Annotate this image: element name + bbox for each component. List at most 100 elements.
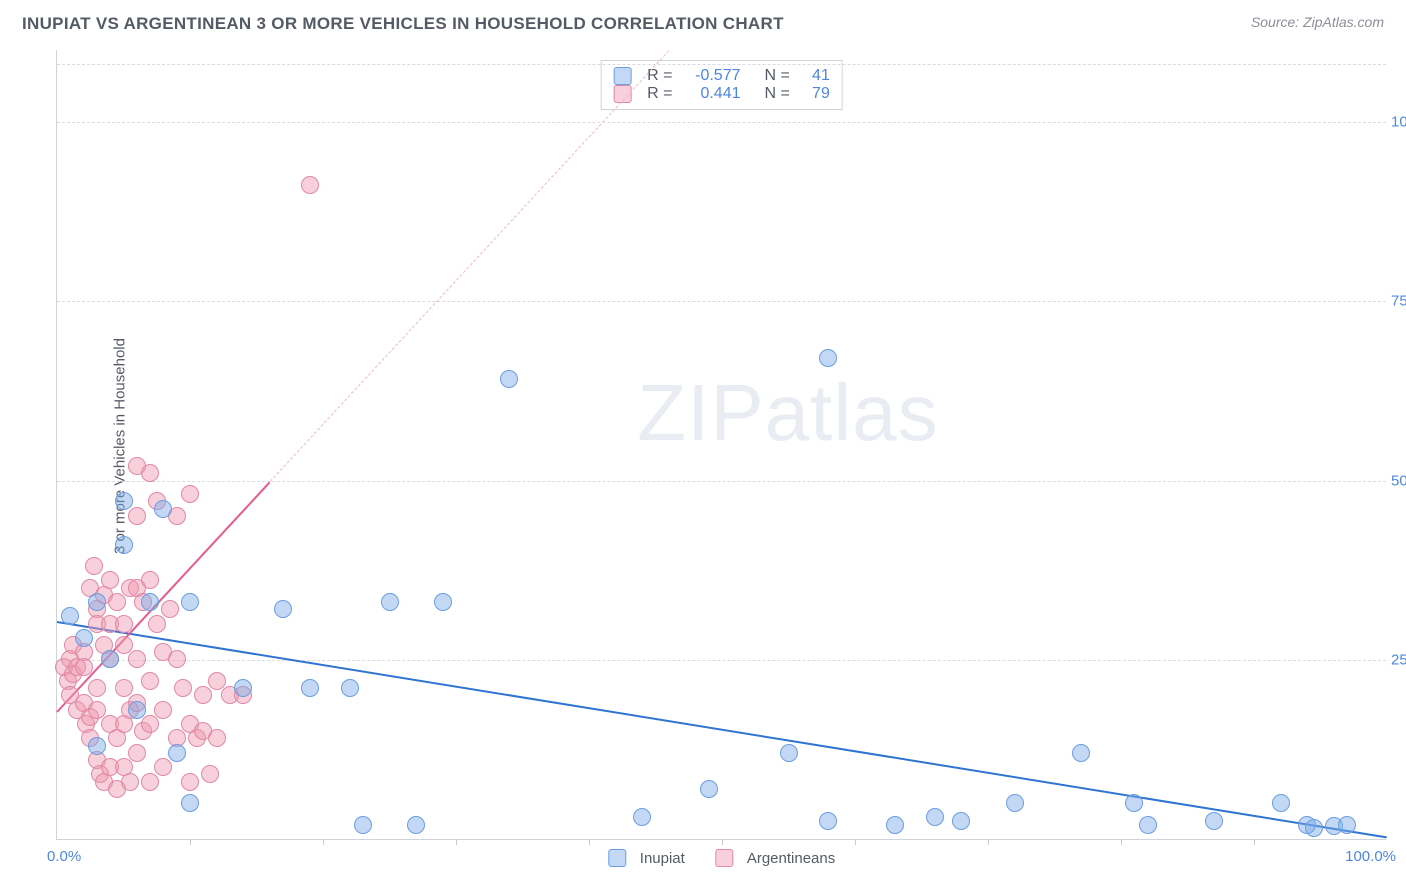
series-legend: Inupiat Argentineans (608, 849, 835, 867)
swatch-icon (608, 849, 626, 867)
x-minor-tick (855, 839, 856, 845)
data-point (141, 571, 159, 589)
data-point (174, 679, 192, 697)
data-point (886, 816, 904, 834)
swatch-icon (715, 849, 733, 867)
source-credit: Source: ZipAtlas.com (1251, 14, 1384, 30)
data-point (1006, 794, 1024, 812)
gridline (57, 301, 1386, 302)
n-value: 41 (800, 67, 830, 85)
n-label: N = (765, 67, 790, 85)
legend-label: Argentineans (747, 850, 835, 867)
data-point (115, 492, 133, 510)
data-point (121, 773, 139, 791)
swatch-icon (613, 67, 631, 85)
data-point (128, 507, 146, 525)
data-point (181, 773, 199, 791)
watermark-atlas: atlas (765, 368, 939, 457)
data-point (1338, 816, 1356, 834)
data-point (141, 773, 159, 791)
data-point (819, 349, 837, 367)
r-value: 0.441 (683, 85, 741, 103)
data-point (700, 780, 718, 798)
y-tick-label: 25.0% (1391, 652, 1406, 669)
data-point (148, 615, 166, 633)
data-point (141, 464, 159, 482)
data-point (780, 744, 798, 762)
gridline (57, 122, 1386, 123)
data-point (75, 629, 93, 647)
y-tick-label: 100.0% (1391, 113, 1406, 130)
legend-item: Inupiat (608, 849, 685, 867)
x-minor-tick (589, 839, 590, 845)
data-point (75, 658, 93, 676)
x-minor-tick (456, 839, 457, 845)
n-value: 79 (800, 85, 830, 103)
data-point (88, 593, 106, 611)
x-tick-max: 100.0% (1345, 848, 1396, 865)
data-point (208, 672, 226, 690)
data-point (141, 672, 159, 690)
data-point (115, 636, 133, 654)
data-point (1072, 744, 1090, 762)
data-point (407, 816, 425, 834)
data-point (1272, 794, 1290, 812)
data-point (101, 650, 119, 668)
data-point (1125, 794, 1143, 812)
data-point (154, 500, 172, 518)
data-point (108, 593, 126, 611)
gridline (57, 481, 1386, 482)
data-point (115, 536, 133, 554)
x-minor-tick (323, 839, 324, 845)
data-point (274, 600, 292, 618)
x-minor-tick (1254, 839, 1255, 845)
data-point (301, 679, 319, 697)
watermark: ZIPatlas (637, 367, 938, 459)
title-bar: INUPIAT VS ARGENTINEAN 3 OR MORE VEHICLE… (22, 14, 1384, 40)
n-label: N = (765, 85, 790, 103)
gridline (57, 660, 1386, 661)
data-point (154, 758, 172, 776)
trend-line (57, 621, 1387, 838)
data-point (168, 650, 186, 668)
legend-label: Inupiat (640, 850, 685, 867)
data-point (208, 729, 226, 747)
chart-title: INUPIAT VS ARGENTINEAN 3 OR MORE VEHICLE… (22, 14, 784, 33)
data-point (201, 765, 219, 783)
data-point (1139, 816, 1157, 834)
data-point (181, 593, 199, 611)
y-tick-label: 75.0% (1391, 293, 1406, 310)
data-point (101, 571, 119, 589)
scatter-plot: ZIPatlas R =-0.577N =41R =0.441N =79 0.0… (56, 50, 1386, 840)
x-minor-tick (722, 839, 723, 845)
data-point (88, 701, 106, 719)
data-point (633, 808, 651, 826)
data-point (234, 679, 252, 697)
data-point (88, 679, 106, 697)
gridline (57, 64, 1386, 65)
data-point (88, 737, 106, 755)
data-point (500, 370, 518, 388)
data-point (161, 600, 179, 618)
data-point (128, 701, 146, 719)
data-point (141, 593, 159, 611)
data-point (141, 715, 159, 733)
x-minor-tick (988, 839, 989, 845)
data-point (181, 485, 199, 503)
data-point (381, 593, 399, 611)
data-point (168, 744, 186, 762)
data-point (1205, 812, 1223, 830)
data-point (154, 701, 172, 719)
data-point (341, 679, 359, 697)
stats-legend-row: R =0.441N =79 (613, 85, 830, 103)
r-value: -0.577 (683, 67, 741, 85)
trend-line (269, 50, 669, 482)
data-point (819, 812, 837, 830)
data-point (952, 812, 970, 830)
data-point (354, 816, 372, 834)
data-point (181, 794, 199, 812)
data-point (926, 808, 944, 826)
watermark-zip: ZIP (637, 368, 764, 457)
x-minor-tick (190, 839, 191, 845)
data-point (61, 607, 79, 625)
